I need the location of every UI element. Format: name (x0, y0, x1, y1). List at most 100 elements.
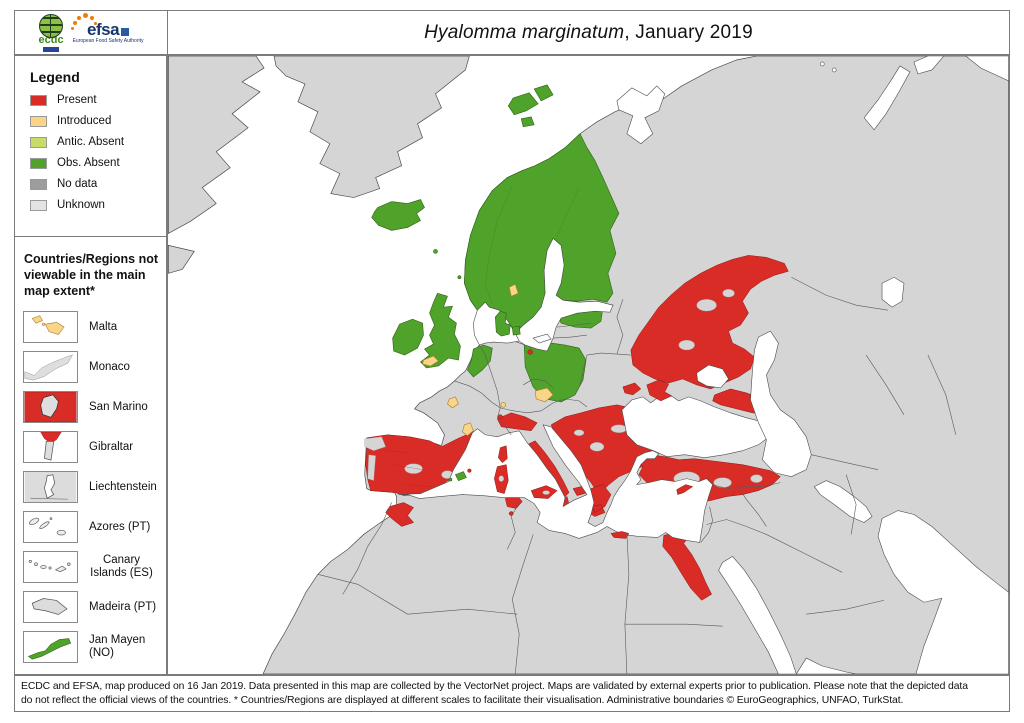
europe-map (167, 55, 1010, 675)
legend-panel: Legend Present Introduced Antic. Absent … (14, 55, 167, 237)
switzerland-present-spot (497, 414, 503, 420)
balkans-gray-patch (589, 442, 605, 452)
turkey-gray-patch (713, 477, 732, 488)
legend-title: Legend (30, 69, 80, 85)
monaco-minimap (23, 351, 78, 383)
logo-cell: ecdc efsa European Food Safety (15, 11, 168, 54)
inset-malta: Malta (23, 307, 166, 347)
turkey-gray-patch (750, 474, 763, 483)
norway-sweden-border (485, 185, 513, 304)
iberia-gray-patch (364, 436, 386, 451)
region-iberia-present (365, 430, 477, 496)
unknown-color-chip (30, 199, 47, 211)
shetland-green (457, 275, 462, 280)
region-south-russia-present (630, 255, 789, 390)
czechia-austria-introduced-spot (534, 387, 554, 403)
arabian-sea (877, 510, 1009, 674)
footer-line-2: do not reflect the official views of the… (21, 695, 904, 706)
san-marino-minimap (23, 391, 78, 423)
ibiza-green (448, 477, 453, 482)
legend-item-no-data: No data (30, 178, 166, 190)
cyprus-present (676, 484, 694, 495)
footer-line-1: ECDC and EFSA, map produced on 16 Jan 20… (21, 681, 968, 692)
great-britain-green (420, 292, 461, 369)
iceland-green (371, 199, 425, 231)
legend-item-present: Present (30, 94, 166, 106)
title-suffix: , January 2019 (624, 21, 753, 43)
cornwall-introduced-spot (422, 355, 439, 367)
arctic-island (819, 61, 825, 67)
france-introduced-spot-2 (462, 422, 474, 437)
france-introduced-spot-1 (447, 396, 459, 409)
inset-madeira: Madeira (PT) (23, 587, 166, 627)
jan-mayen-minimap (23, 631, 78, 663)
iberia-region-lines (377, 449, 438, 487)
region-ukraine-coast-present (622, 382, 642, 396)
region-morocco-present (385, 502, 414, 527)
sweden-finland-border (554, 187, 580, 242)
malta-minimap (23, 311, 78, 343)
aral-sea (881, 276, 905, 308)
efsa-subtitle: European Food Safety Authority (72, 38, 144, 44)
white-sea (616, 85, 666, 145)
corsica-present (498, 445, 508, 464)
no-data-color-chip (30, 178, 47, 190)
inset-azores: Azores (PT) (23, 507, 166, 547)
red-sea (718, 555, 797, 674)
kaliningrad-white (532, 333, 552, 344)
country-borders (317, 277, 957, 674)
russia-gray-patch (696, 299, 717, 312)
novaya-zemlya (863, 56, 1009, 131)
inset-panel-title: Countries/Regions not viewable in the ma… (24, 252, 159, 298)
legend-item-antic-absent: Antic. Absent (30, 136, 166, 148)
faroe-islands-green (433, 249, 438, 254)
introduced-color-chip (30, 115, 47, 127)
inset-san-marino: San Marino (23, 387, 166, 427)
crimea-present (646, 379, 673, 402)
inset-jan-mayen: Jan Mayen (NO) (23, 627, 166, 667)
menorca-present (467, 468, 472, 473)
inset-panel: Countries/Regions not viewable in the ma… (14, 236, 167, 675)
ecdc-globe-icon (39, 13, 64, 38)
efsa-wordmark: efsa (87, 20, 120, 39)
legend-item-unknown: Unknown (30, 199, 166, 211)
header-bar: ecdc efsa European Food Safety (14, 10, 1010, 55)
oslo-introduced-spot (508, 283, 519, 297)
obs-absent-color-chip (30, 157, 47, 169)
switzerland-introduced-spot (500, 402, 506, 408)
inset-monaco: Monaco (23, 347, 166, 387)
ecdc-logo: ecdc (39, 13, 64, 52)
footer-note: ECDC and EFSA, map produced on 16 Jan 20… (14, 675, 1010, 712)
mallorca-green (455, 471, 467, 482)
persian-gulf (813, 480, 873, 523)
arctic-island (831, 67, 837, 73)
germany-present-spot (527, 349, 533, 355)
region-north-italy-present (496, 412, 538, 432)
canary-islands-minimap (23, 551, 78, 583)
legend-item-obs-absent: Obs. Absent (30, 157, 166, 169)
antic-absent-color-chip (30, 136, 47, 148)
mediterranean-sea (398, 424, 713, 543)
ireland-green (392, 318, 424, 356)
species-name: Hyalomma marginatum (424, 21, 625, 43)
azores-minimap (23, 511, 78, 543)
eu-flag-icon (43, 46, 60, 52)
portugal-gray-patch (367, 454, 376, 481)
balkans-gray-patch (610, 424, 628, 433)
labrador-landmass (168, 244, 195, 274)
caspian-sea (750, 330, 812, 477)
efsa-stars-icon (71, 13, 98, 35)
baltic-sea (514, 237, 614, 352)
inset-canary-islands: Canary Islands (ES) (23, 547, 166, 587)
sardinia-gray-patch (498, 475, 504, 482)
legend-item-introduced: Introduced (30, 115, 166, 127)
sea-of-azov (696, 364, 729, 389)
madeira-minimap (23, 591, 78, 623)
gibraltar-minimap (23, 431, 78, 463)
inset-gibraltar: Gibraltar (23, 427, 166, 467)
efsa-logo: efsa European Food Safety Authority (71, 13, 144, 44)
present-color-chip (30, 94, 47, 106)
denmark-green (494, 310, 521, 337)
sicily-gray-patch (542, 490, 550, 495)
